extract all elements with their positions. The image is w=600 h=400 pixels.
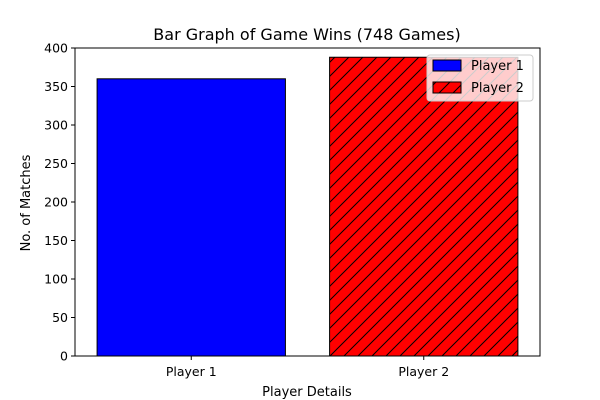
chart-title: Bar Graph of Game Wins (748 Games) (153, 25, 460, 44)
legend-swatch-player-1 (432, 59, 462, 72)
legend: Player 1 Player 2 (426, 54, 534, 102)
y-tick-label: 50 (52, 310, 68, 325)
x-axis-label: Player Details (262, 385, 352, 400)
y-axis: 0 50 100 150 200 250 300 350 400 (44, 41, 75, 364)
y-tick-label: 200 (44, 195, 68, 210)
x-tick-label: Player 1 (166, 364, 217, 379)
legend-swatch-hatch (433, 82, 461, 93)
legend-entries: Player 1 Player 2 (432, 59, 524, 96)
y-tick-label: 0 (60, 349, 68, 364)
legend-label: Player 1 (471, 59, 524, 74)
bar-hatch-player-2 (329, 57, 518, 357)
bars-layer (96, 56, 519, 357)
y-axis-label: No. of Matches (19, 154, 34, 251)
y-tick-label: 150 (44, 233, 68, 248)
y-tick-label: 250 (44, 156, 68, 171)
y-tick-label: 350 (44, 79, 68, 94)
x-tick-label: Player 2 (398, 364, 449, 379)
legend-label: Player 2 (471, 81, 524, 96)
x-axis: Player 1 Player 2 (166, 356, 449, 379)
y-tick-label: 300 (44, 118, 68, 133)
y-tick-label: 100 (44, 272, 68, 287)
y-tick-label: 400 (44, 41, 68, 56)
bar-player-1 (96, 78, 286, 357)
